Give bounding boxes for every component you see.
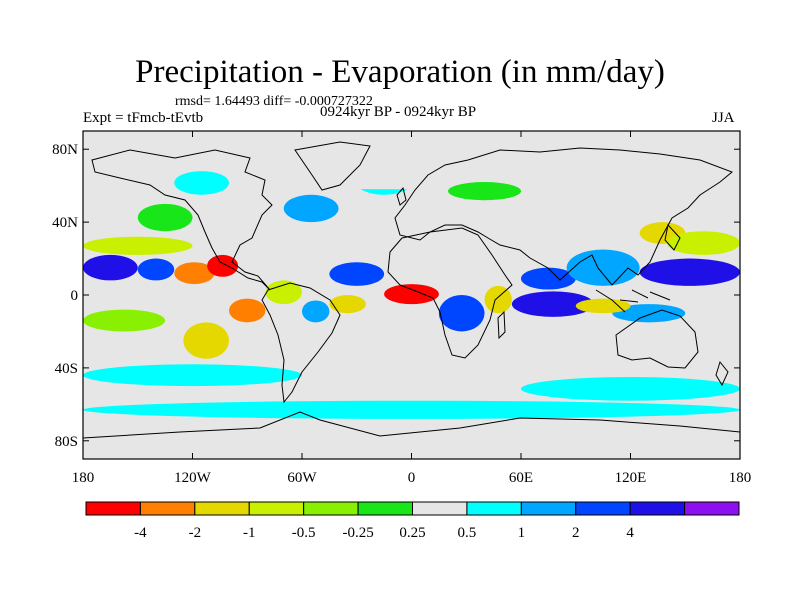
field-region xyxy=(438,295,485,332)
colorbar-swatch xyxy=(684,501,740,516)
coastline-africa xyxy=(387,227,513,359)
field-region xyxy=(229,298,266,323)
field-region xyxy=(329,262,385,286)
colorbar-swatch xyxy=(139,501,196,516)
season-label: JJA xyxy=(712,110,735,126)
field-region xyxy=(83,236,193,255)
field-region xyxy=(83,200,138,232)
field-region xyxy=(283,194,339,223)
colorbar-swatch xyxy=(248,501,305,516)
field-region xyxy=(338,222,394,241)
colorbar-label: -2 xyxy=(189,525,202,541)
colorbar-swatch xyxy=(575,501,631,516)
experiment-label: Expt = tFmcb-tEvtb xyxy=(83,110,204,126)
coastline-japan xyxy=(664,223,681,251)
field-region xyxy=(521,267,576,290)
field-region xyxy=(302,300,330,323)
field-region xyxy=(83,400,740,419)
x-tick-label: 60W xyxy=(287,470,317,486)
field-region xyxy=(557,176,649,195)
colorbar-swatch xyxy=(466,501,522,516)
field-region xyxy=(83,364,302,387)
colorbar-label: 1 xyxy=(518,525,526,541)
field-region xyxy=(83,254,138,281)
axes-layer: 180 120W 60W 0 60E 120E 180 80N 40N 0 40S 80S xyxy=(52,131,751,486)
colorbar-label: 0.5 xyxy=(458,525,477,541)
colorbar-label: 2 xyxy=(572,525,580,541)
coastline-madagascar xyxy=(497,310,506,340)
x-tick-label: 180 xyxy=(72,470,95,486)
colorbar-swatch xyxy=(520,501,577,516)
plot-title: Precipitation - Evaporation (in mm/day) xyxy=(135,54,665,90)
field-region xyxy=(265,280,302,305)
colorbar-label: -1 xyxy=(243,525,256,541)
field-region xyxy=(484,285,512,314)
colorbar-label: 4 xyxy=(626,525,634,541)
colorbar: -4 -2 -1 -0.5 -0.25 0.25 0.5 1 2 4 xyxy=(85,501,740,541)
colorbar-swatch xyxy=(357,501,414,516)
y-tick-label: 80S xyxy=(55,434,78,450)
field-region xyxy=(137,258,175,281)
y-tick-label: 0 xyxy=(71,288,79,304)
colorbar-label: -4 xyxy=(134,525,147,541)
field-region xyxy=(566,249,640,286)
field-region xyxy=(302,371,521,396)
field-region xyxy=(207,254,239,277)
colorbar-swatch xyxy=(629,501,686,516)
y-tick-label: 80N xyxy=(52,142,78,158)
colorbar-label: -0.5 xyxy=(292,525,316,541)
field-region xyxy=(83,309,166,332)
field-region xyxy=(329,295,366,314)
field-region xyxy=(511,291,594,317)
x-tick-label: 180 xyxy=(729,470,752,486)
field-region xyxy=(384,284,439,305)
field-region xyxy=(667,231,740,255)
coastline-south-america xyxy=(261,282,341,404)
x-tick-label: 120E xyxy=(615,470,647,486)
x-tick-label: 0 xyxy=(408,470,416,486)
stats-label: rmsd= 1.64493 diff= -0.000727322 xyxy=(175,94,373,109)
field-region xyxy=(183,322,229,359)
field-region xyxy=(575,298,631,314)
field-layer xyxy=(83,158,740,419)
colorbar-swatch xyxy=(194,501,250,516)
field-region xyxy=(174,171,229,195)
colorbar-swatch xyxy=(303,501,359,516)
coastline-indonesia xyxy=(595,289,671,313)
field-region xyxy=(521,377,740,401)
coastline-north-america xyxy=(91,149,273,291)
field-region xyxy=(612,304,686,323)
y-tick-label: 40S xyxy=(55,361,78,377)
field-region xyxy=(174,262,215,285)
coastline-new-zealand xyxy=(715,360,729,387)
field-region xyxy=(448,182,521,201)
coastline-australia xyxy=(615,309,699,369)
colorbar-label: 0.25 xyxy=(399,525,425,541)
coastline-british-isles xyxy=(396,186,407,206)
coastline-eurasia xyxy=(394,147,733,286)
coastline-layer xyxy=(83,141,740,439)
colorbar-label: -0.25 xyxy=(342,525,373,541)
colorbar-swatch xyxy=(85,501,141,516)
period-label: 0924kyr BP - 0924kyr BP xyxy=(320,104,477,120)
y-tick-label: 40N xyxy=(52,215,78,231)
coastline-greenland xyxy=(294,141,371,191)
field-region xyxy=(137,203,193,232)
colorbar-swatch xyxy=(412,501,468,516)
field-region xyxy=(639,258,740,286)
x-tick-label: 60E xyxy=(509,470,533,486)
coastline-antarctica xyxy=(83,411,740,439)
x-tick-label: 120W xyxy=(174,470,212,486)
